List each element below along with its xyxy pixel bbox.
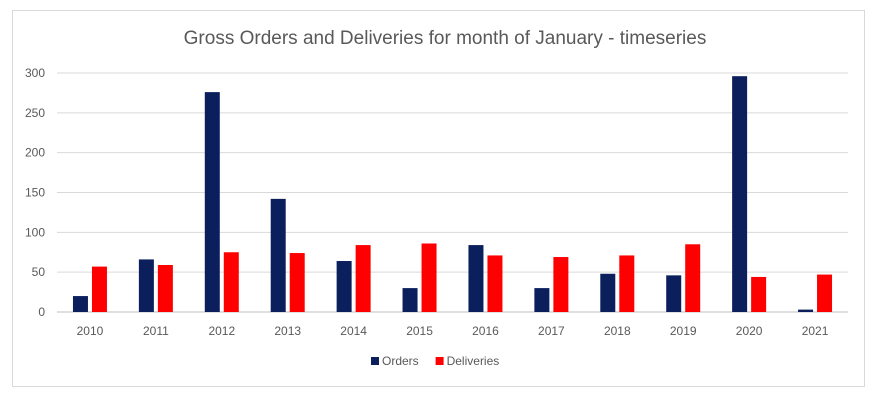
bar-orders-2020 [732,76,748,312]
legend-swatch-deliveries [435,357,444,365]
y-tick-label: 250 [25,106,45,120]
bar-orders-2011 [138,259,154,312]
bar-orders-2014 [336,261,352,312]
bar-deliveries-2016 [487,255,503,312]
x-tick-label: 2019 [670,324,697,338]
bar-orders-2012 [204,92,220,313]
bar-orders-2015 [402,288,418,312]
x-tick-label: 2018 [604,324,631,338]
x-tick-label: 2017 [538,324,565,338]
bar-deliveries-2019 [685,244,701,312]
x-tick-label: 2013 [274,324,301,338]
bar-orders-2021 [798,309,814,312]
chart-title: Gross Orders and Deliveries for month of… [183,28,707,49]
y-tick-label: 200 [25,146,45,160]
x-tick-label: 2014 [340,324,367,338]
x-tick-label: 2011 [143,324,169,338]
x-tick-label: 2020 [736,324,763,338]
x-axis-ticks: 2010 2011 2012 2013 2014 2015 2016 2017 2018 2019… [77,324,829,338]
bar-deliveries-2015 [421,243,437,312]
bar-deliveries-2020 [751,276,767,312]
bar-deliveries-2013 [289,253,305,312]
bar-orders-2016 [468,245,484,312]
x-tick-label: 2010 [77,324,104,338]
legend: Orders Deliveries [371,354,499,368]
bar-deliveries-2018 [619,255,635,312]
bar-deliveries-2011 [157,264,173,312]
x-tick-label: 2015 [406,324,433,338]
bar-orders-2018 [600,273,616,312]
x-tick-label: 2012 [208,324,235,338]
bars [72,76,833,313]
y-axis-ticks: 0 50 100 150 200 250 300 [25,66,45,319]
bar-deliveries-2017 [553,257,569,312]
bar-deliveries-2012 [223,252,239,312]
y-tick-label: 50 [32,265,46,279]
bar-deliveries-2021 [817,274,833,312]
y-tick-label: 0 [38,305,45,319]
gridlines [57,72,848,313]
y-tick-label: 150 [25,186,45,200]
bar-deliveries-2010 [91,266,107,312]
bar-orders-2019 [666,275,682,312]
y-tick-label: 300 [25,66,45,80]
legend-label-orders: Orders [382,354,419,368]
legend-swatch-orders [371,357,379,365]
bar-orders-2017 [534,288,550,312]
x-tick-label: 2016 [472,324,499,338]
bar-orders-2010 [72,296,88,312]
legend-label-deliveries: Deliveries [447,354,500,368]
bar-deliveries-2014 [355,245,371,312]
x-tick-label: 2021 [802,324,829,338]
bar-orders-2013 [270,198,286,312]
y-tick-label: 100 [25,225,45,239]
